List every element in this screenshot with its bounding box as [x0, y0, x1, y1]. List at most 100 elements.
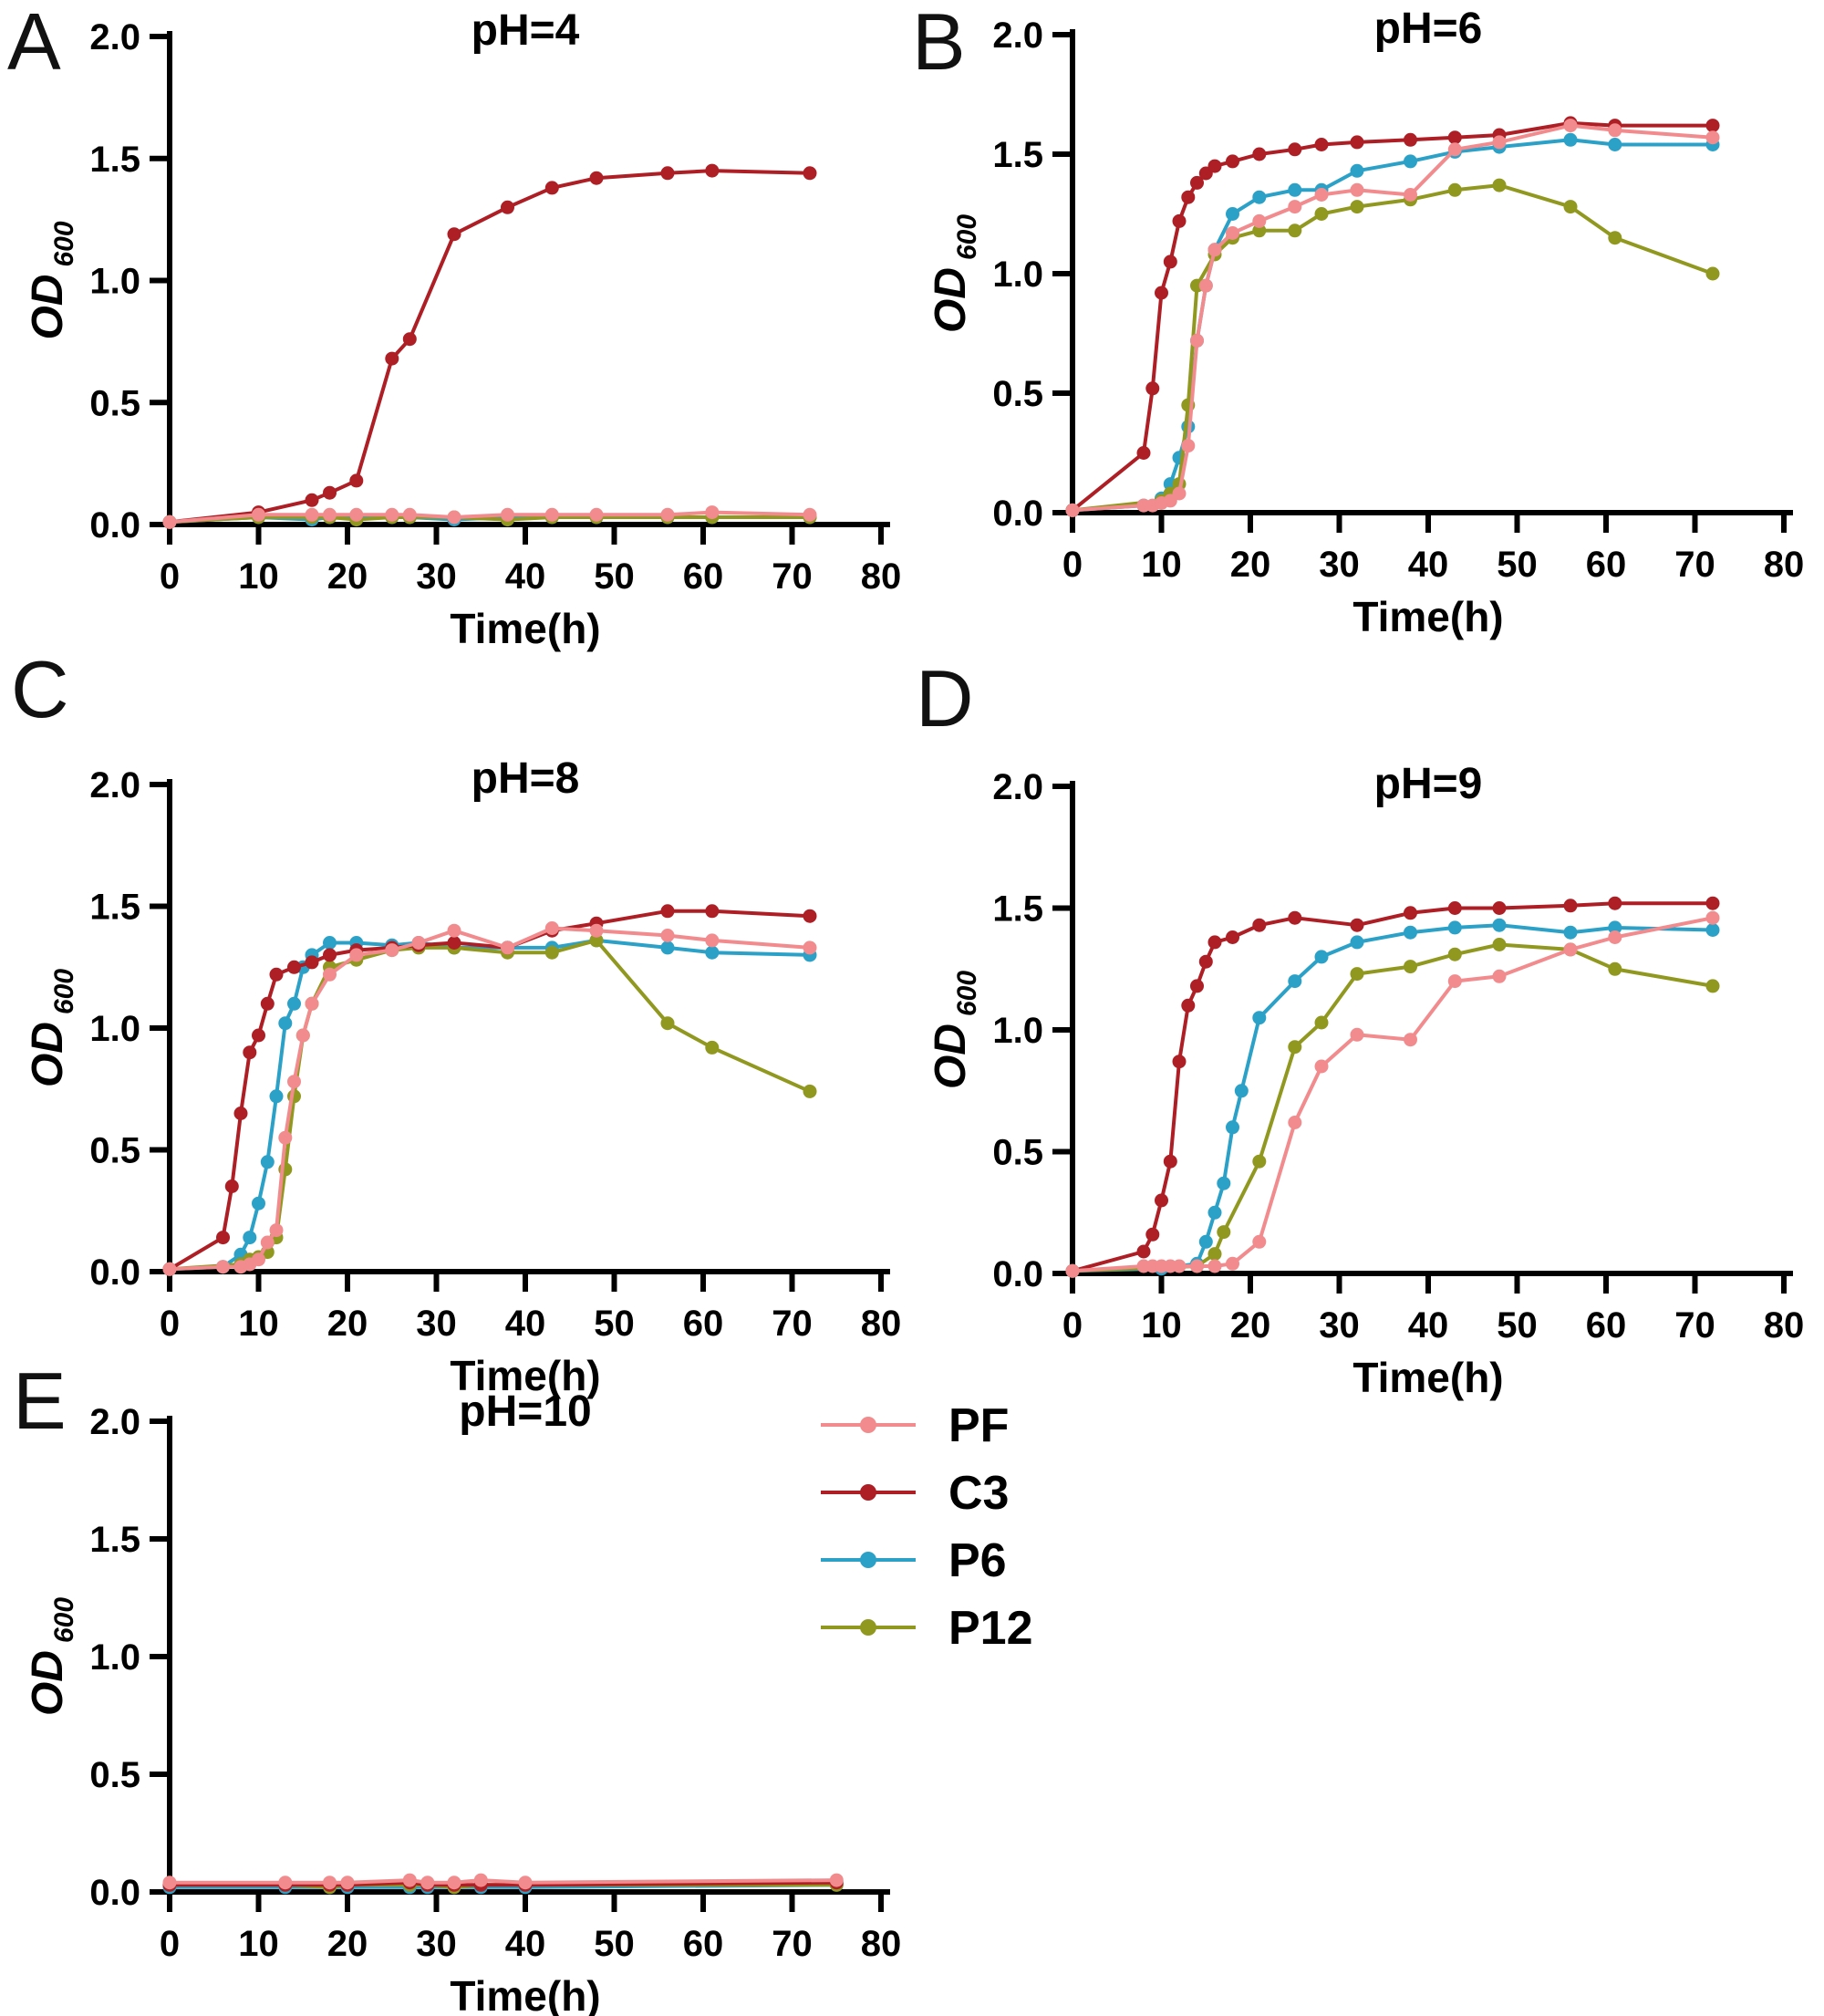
x-tick-label-30: 30: [1319, 545, 1360, 585]
x-tick-label-0: 0: [160, 1304, 180, 1344]
data-point-PF: [1563, 119, 1578, 133]
series-P6-line: [169, 938, 811, 1272]
data-point-PF: [1065, 503, 1080, 517]
data-point-PF: [447, 510, 461, 525]
x-tick-label-60: 60: [683, 1304, 724, 1344]
data-point-P6: [1234, 1084, 1249, 1098]
data-point-C3: [305, 955, 319, 970]
series-P6-markers: [162, 933, 817, 1276]
legend-label-PF: PF: [948, 1399, 1009, 1452]
data-point-PF: [287, 1075, 301, 1089]
x-tick-label-50: 50: [594, 1924, 635, 1964]
panel-title-ph9: pH=9: [1373, 760, 1483, 808]
data-point-C3: [1226, 930, 1239, 944]
data-point-P6: [323, 936, 337, 950]
x-tick-label-30: 30: [416, 1924, 457, 1964]
data-point-C3: [1608, 896, 1622, 910]
series-C3-line: [170, 1880, 837, 1887]
data-point-P12: [1314, 1015, 1329, 1030]
data-point-P6: [1447, 920, 1462, 935]
data-point-P6: [1217, 1176, 1231, 1190]
series-PF-line: [170, 1878, 837, 1885]
data-point-PF: [589, 923, 604, 938]
series-C3-line: [1071, 120, 1713, 512]
data-point-PF: [305, 507, 319, 522]
x-tick-label-10: 10: [238, 556, 279, 597]
data-point-PF: [1608, 930, 1622, 944]
data-point-C3: [1288, 910, 1302, 925]
series-P12-markers: [1065, 178, 1720, 517]
data-point-P6: [269, 1089, 284, 1104]
legend-label-C3: C3: [948, 1467, 1009, 1520]
data-point-PF: [447, 923, 461, 938]
data-point-C3: [323, 485, 337, 500]
data-point-PF: [1181, 439, 1196, 453]
data-point-PF: [501, 940, 514, 955]
data-point-PF: [447, 1876, 461, 1890]
data-point-C3: [1252, 918, 1267, 932]
data-point-C3: [705, 904, 720, 919]
data-point-PF: [1190, 333, 1204, 348]
data-point-PF: [340, 1876, 355, 1890]
legend-marker-PF: [860, 1417, 876, 1433]
x-tick-label-0: 0: [160, 1924, 180, 1964]
data-point-PF: [660, 507, 675, 522]
data-point-C3: [269, 967, 284, 982]
data-point-C3: [1163, 1154, 1177, 1169]
data-point-C3: [447, 936, 461, 950]
data-point-C3: [1190, 979, 1204, 993]
data-point-P6: [1198, 1234, 1213, 1249]
legend-marker-P6: [860, 1552, 876, 1568]
series-PF-markers: [162, 921, 817, 1276]
data-point-P12: [1608, 231, 1622, 245]
y-tick-label-1.0: 1.0: [89, 262, 140, 302]
data-point-PF: [269, 1223, 284, 1238]
data-point-P6: [660, 940, 675, 955]
y-tick-label-0.5: 0.5: [89, 1755, 140, 1795]
x-axis-label: Time(h): [450, 1352, 600, 1399]
x-tick-label-70: 70: [772, 1924, 813, 1964]
y-tick-label-1.0: 1.0: [992, 255, 1043, 295]
data-point-PF: [1350, 182, 1364, 197]
data-point-PF: [803, 940, 817, 955]
data-point-PF: [402, 507, 417, 522]
data-point-C3: [1181, 998, 1196, 1013]
data-point-P12: [803, 1084, 817, 1098]
x-tick-label-80: 80: [1764, 545, 1805, 585]
y-tick-label-1.0: 1.0: [89, 1637, 140, 1678]
panel-label-a: A: [7, 0, 61, 87]
data-point-P6: [1705, 923, 1720, 937]
data-point-C3: [1350, 918, 1364, 932]
data-point-C3: [660, 166, 675, 181]
series-PF-markers: [162, 505, 817, 529]
data-point-C3: [1155, 1193, 1168, 1208]
x-tick-label-60: 60: [683, 556, 724, 597]
data-point-PF: [420, 1876, 435, 1890]
series-P12-markers: [1065, 938, 1720, 1278]
data-point-PF: [705, 933, 720, 948]
x-tick-label-80: 80: [1764, 1305, 1805, 1346]
y-tick-label-2.0: 2.0: [89, 765, 140, 805]
data-point-PF: [1350, 1027, 1364, 1042]
series-PF-markers: [1065, 119, 1720, 517]
data-point-P12: [1447, 947, 1462, 961]
data-point-P12: [1252, 1154, 1267, 1169]
panel-title-ph4: pH=4: [471, 6, 580, 55]
y-tick-label-1.5: 1.5: [89, 1520, 140, 1560]
data-point-C3: [1163, 255, 1177, 269]
data-point-C3: [1404, 906, 1417, 920]
data-point-P6: [1252, 1011, 1267, 1025]
data-point-P6: [1252, 190, 1267, 204]
data-point-C3: [1207, 159, 1222, 173]
data-point-P12: [589, 933, 604, 948]
data-point-PF: [1207, 243, 1222, 257]
data-point-PF: [1314, 1059, 1329, 1074]
legend-marker-P12: [860, 1619, 876, 1636]
x-tick-label-20: 20: [1230, 545, 1271, 585]
data-point-P12: [1350, 200, 1364, 214]
legend-item-P12: P12: [821, 1602, 1033, 1655]
data-point-C3: [1172, 213, 1187, 228]
data-point-P12: [1288, 223, 1302, 238]
legend-item-PF: PF: [821, 1399, 1009, 1452]
